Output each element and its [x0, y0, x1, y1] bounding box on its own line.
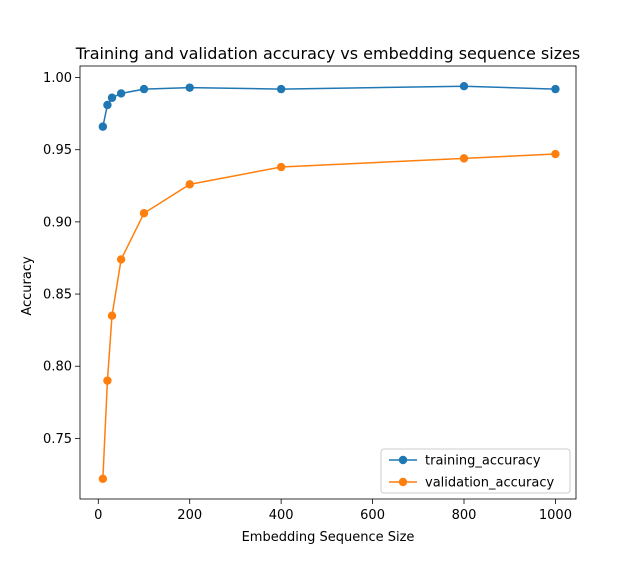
x-axis-label: Embedding Sequence Size: [242, 530, 415, 545]
training-accuracy-point: [139, 84, 149, 94]
training-accuracy-point: [116, 89, 126, 98]
x-tick-label: 600: [360, 508, 385, 523]
training-accuracy-point: [103, 100, 112, 110]
validation-accuracy-point: [98, 474, 108, 483]
x-tick-label: 400: [269, 508, 294, 523]
validation-accuracy-point: [107, 311, 117, 320]
y-tick-label: 0.90: [43, 215, 72, 230]
y-tick-label: 0.85: [43, 288, 72, 303]
x-tick-label: 800: [452, 508, 477, 523]
training-accuracy-point: [107, 93, 117, 102]
validation-accuracy-point: [551, 149, 560, 159]
y-tick-label: 1.00: [43, 71, 72, 86]
x-tick-label: 200: [177, 508, 202, 523]
y-axis-label: Accuracy: [20, 256, 35, 316]
validation-accuracy-point: [276, 162, 286, 172]
legend-label-training-accuracy: training_accuracy: [425, 454, 541, 469]
validation-accuracy-line: [102, 153, 556, 479]
y-tick-label: 0.75: [43, 432, 72, 447]
axes-frame: [79, 65, 577, 500]
training-accuracy-point: [98, 122, 108, 131]
validation-accuracy-point: [103, 376, 112, 385]
legend-box: [380, 448, 571, 494]
x-tick-label: 0: [94, 508, 102, 523]
training-accuracy-point: [276, 84, 286, 94]
legend-marker-training-accuracy: [398, 455, 408, 465]
y-tick-label: 0.80: [43, 360, 72, 375]
validation-accuracy-point: [139, 209, 149, 218]
x-tick-label: 1000: [539, 508, 572, 523]
legend-marker-validation-accuracy: [398, 477, 408, 487]
plot-area: 0 200 400 600 800 1000 0.75 0.80 0.85 0.90 0.95 1.0…: [43, 65, 577, 523]
training-accuracy-point: [459, 82, 469, 91]
validation-accuracy-point: [459, 154, 469, 163]
legend: training_accuracy validation_accuracy: [380, 448, 571, 494]
training-accuracy-line: [102, 85, 556, 127]
chart-title: Training and validation accuracy vs embe…: [75, 44, 581, 63]
y-tick-label: 0.95: [43, 143, 72, 158]
validation-accuracy-point: [116, 255, 126, 264]
validation-accuracy-point: [185, 180, 194, 189]
training-accuracy-point: [185, 83, 194, 92]
training-accuracy-point: [551, 84, 560, 94]
legend-label-validation-accuracy: validation_accuracy: [425, 476, 554, 491]
